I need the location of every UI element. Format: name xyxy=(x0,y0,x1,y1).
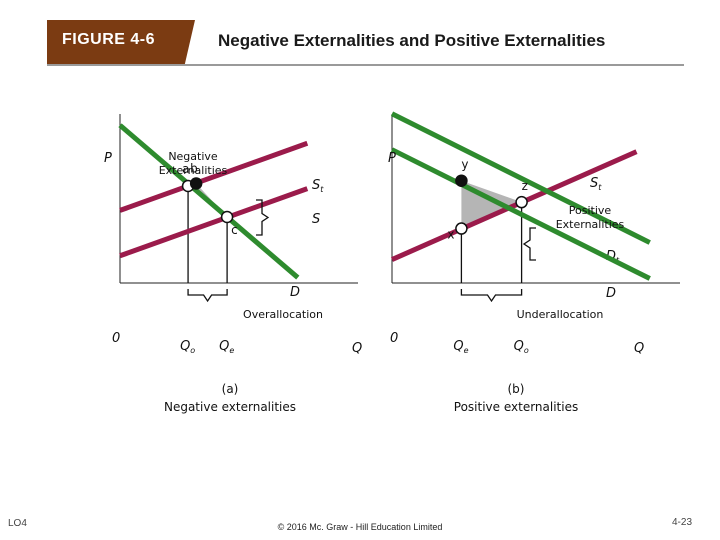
panel-a-allocation-bracket xyxy=(187,289,228,303)
panel-a-curve-label-St: St xyxy=(312,178,324,194)
panel-a-origin-label: 0 xyxy=(112,331,120,346)
panel-b-point-label-x: x xyxy=(447,228,454,242)
footer-page-number: 4-23 xyxy=(672,517,693,528)
panel-b-point-z xyxy=(515,195,528,209)
panel-a-curve-St xyxy=(119,140,309,213)
panel-a-point-label-c: c xyxy=(231,223,238,237)
panel-a-annotation-line2: Externalities xyxy=(159,164,228,177)
panel-a-x-axis-label: Q xyxy=(352,341,362,356)
panel-b-curve-Dt xyxy=(390,111,651,245)
panel-a-tick-Qo: Qo xyxy=(180,339,195,355)
panel-a-point-b xyxy=(189,177,203,190)
panel-b-origin-label: 0 xyxy=(390,331,398,346)
panel-a-annotation-line1: Negative xyxy=(168,150,218,163)
panel-b-curve-label-D: D xyxy=(606,286,616,301)
footer-lo: LO4 xyxy=(8,518,27,529)
panel-a-caption-letter: (a) xyxy=(222,382,239,396)
panel-b-caption-letter: (b) xyxy=(508,382,525,396)
panel-b-tick-Qe: Qe xyxy=(453,339,468,355)
figure-tab xyxy=(47,20,195,65)
panel-a-tick-Qe: Qe xyxy=(219,339,234,355)
panel-a-curve-D xyxy=(118,123,300,280)
panel-b-externality-bracket xyxy=(522,227,536,261)
footer-copyright: © 2016 Mc. Graw - Hill Education Limited xyxy=(277,522,443,532)
panel-b-x-axis-label: Q xyxy=(634,341,644,356)
panel-b-tick-Qo: Qo xyxy=(514,339,529,355)
panel-a-point-label-b: b xyxy=(190,162,198,176)
panel-b-y-axis-label: P xyxy=(388,151,396,166)
panel-a-curve-S xyxy=(119,186,309,259)
panel-b-allocation-bracket xyxy=(460,289,523,303)
panel-b-point-label-z: z xyxy=(522,179,528,193)
panel-b-annotation-line1: Positive xyxy=(569,204,612,217)
panel-a-curve-label-D: D xyxy=(290,285,300,300)
panel-b-point-y xyxy=(455,174,468,187)
panel-b-point-x xyxy=(455,222,468,235)
panel-a-allocation-label: Overallocation xyxy=(243,308,323,321)
panel-b-annotation-line2: Externalities xyxy=(556,218,625,231)
panel-a-caption-text: Negative externalities xyxy=(164,400,296,414)
panel-b-curve-label-St: St xyxy=(590,176,602,192)
figure-label: FIGURE 4-6 xyxy=(62,31,156,48)
panel-a-point-label-a: a xyxy=(182,162,189,176)
panel-a-curve-label-S: S xyxy=(312,212,320,227)
panel-b-allocation-label: Underallocation xyxy=(517,308,604,321)
panel-a-point-c xyxy=(220,210,234,224)
header-rule xyxy=(47,64,684,66)
panel-b-curve-St xyxy=(390,149,638,262)
figure-title: Negative Externalities and Positive Exte… xyxy=(218,31,606,50)
panel-b-point-label-y: y xyxy=(461,158,468,172)
panel-b-caption-text: Positive externalities xyxy=(454,400,578,414)
panel-a-y-axis-label: P xyxy=(104,151,112,166)
panel-b-curve-D xyxy=(390,147,651,281)
panel-a-externality-bracket xyxy=(256,199,270,236)
